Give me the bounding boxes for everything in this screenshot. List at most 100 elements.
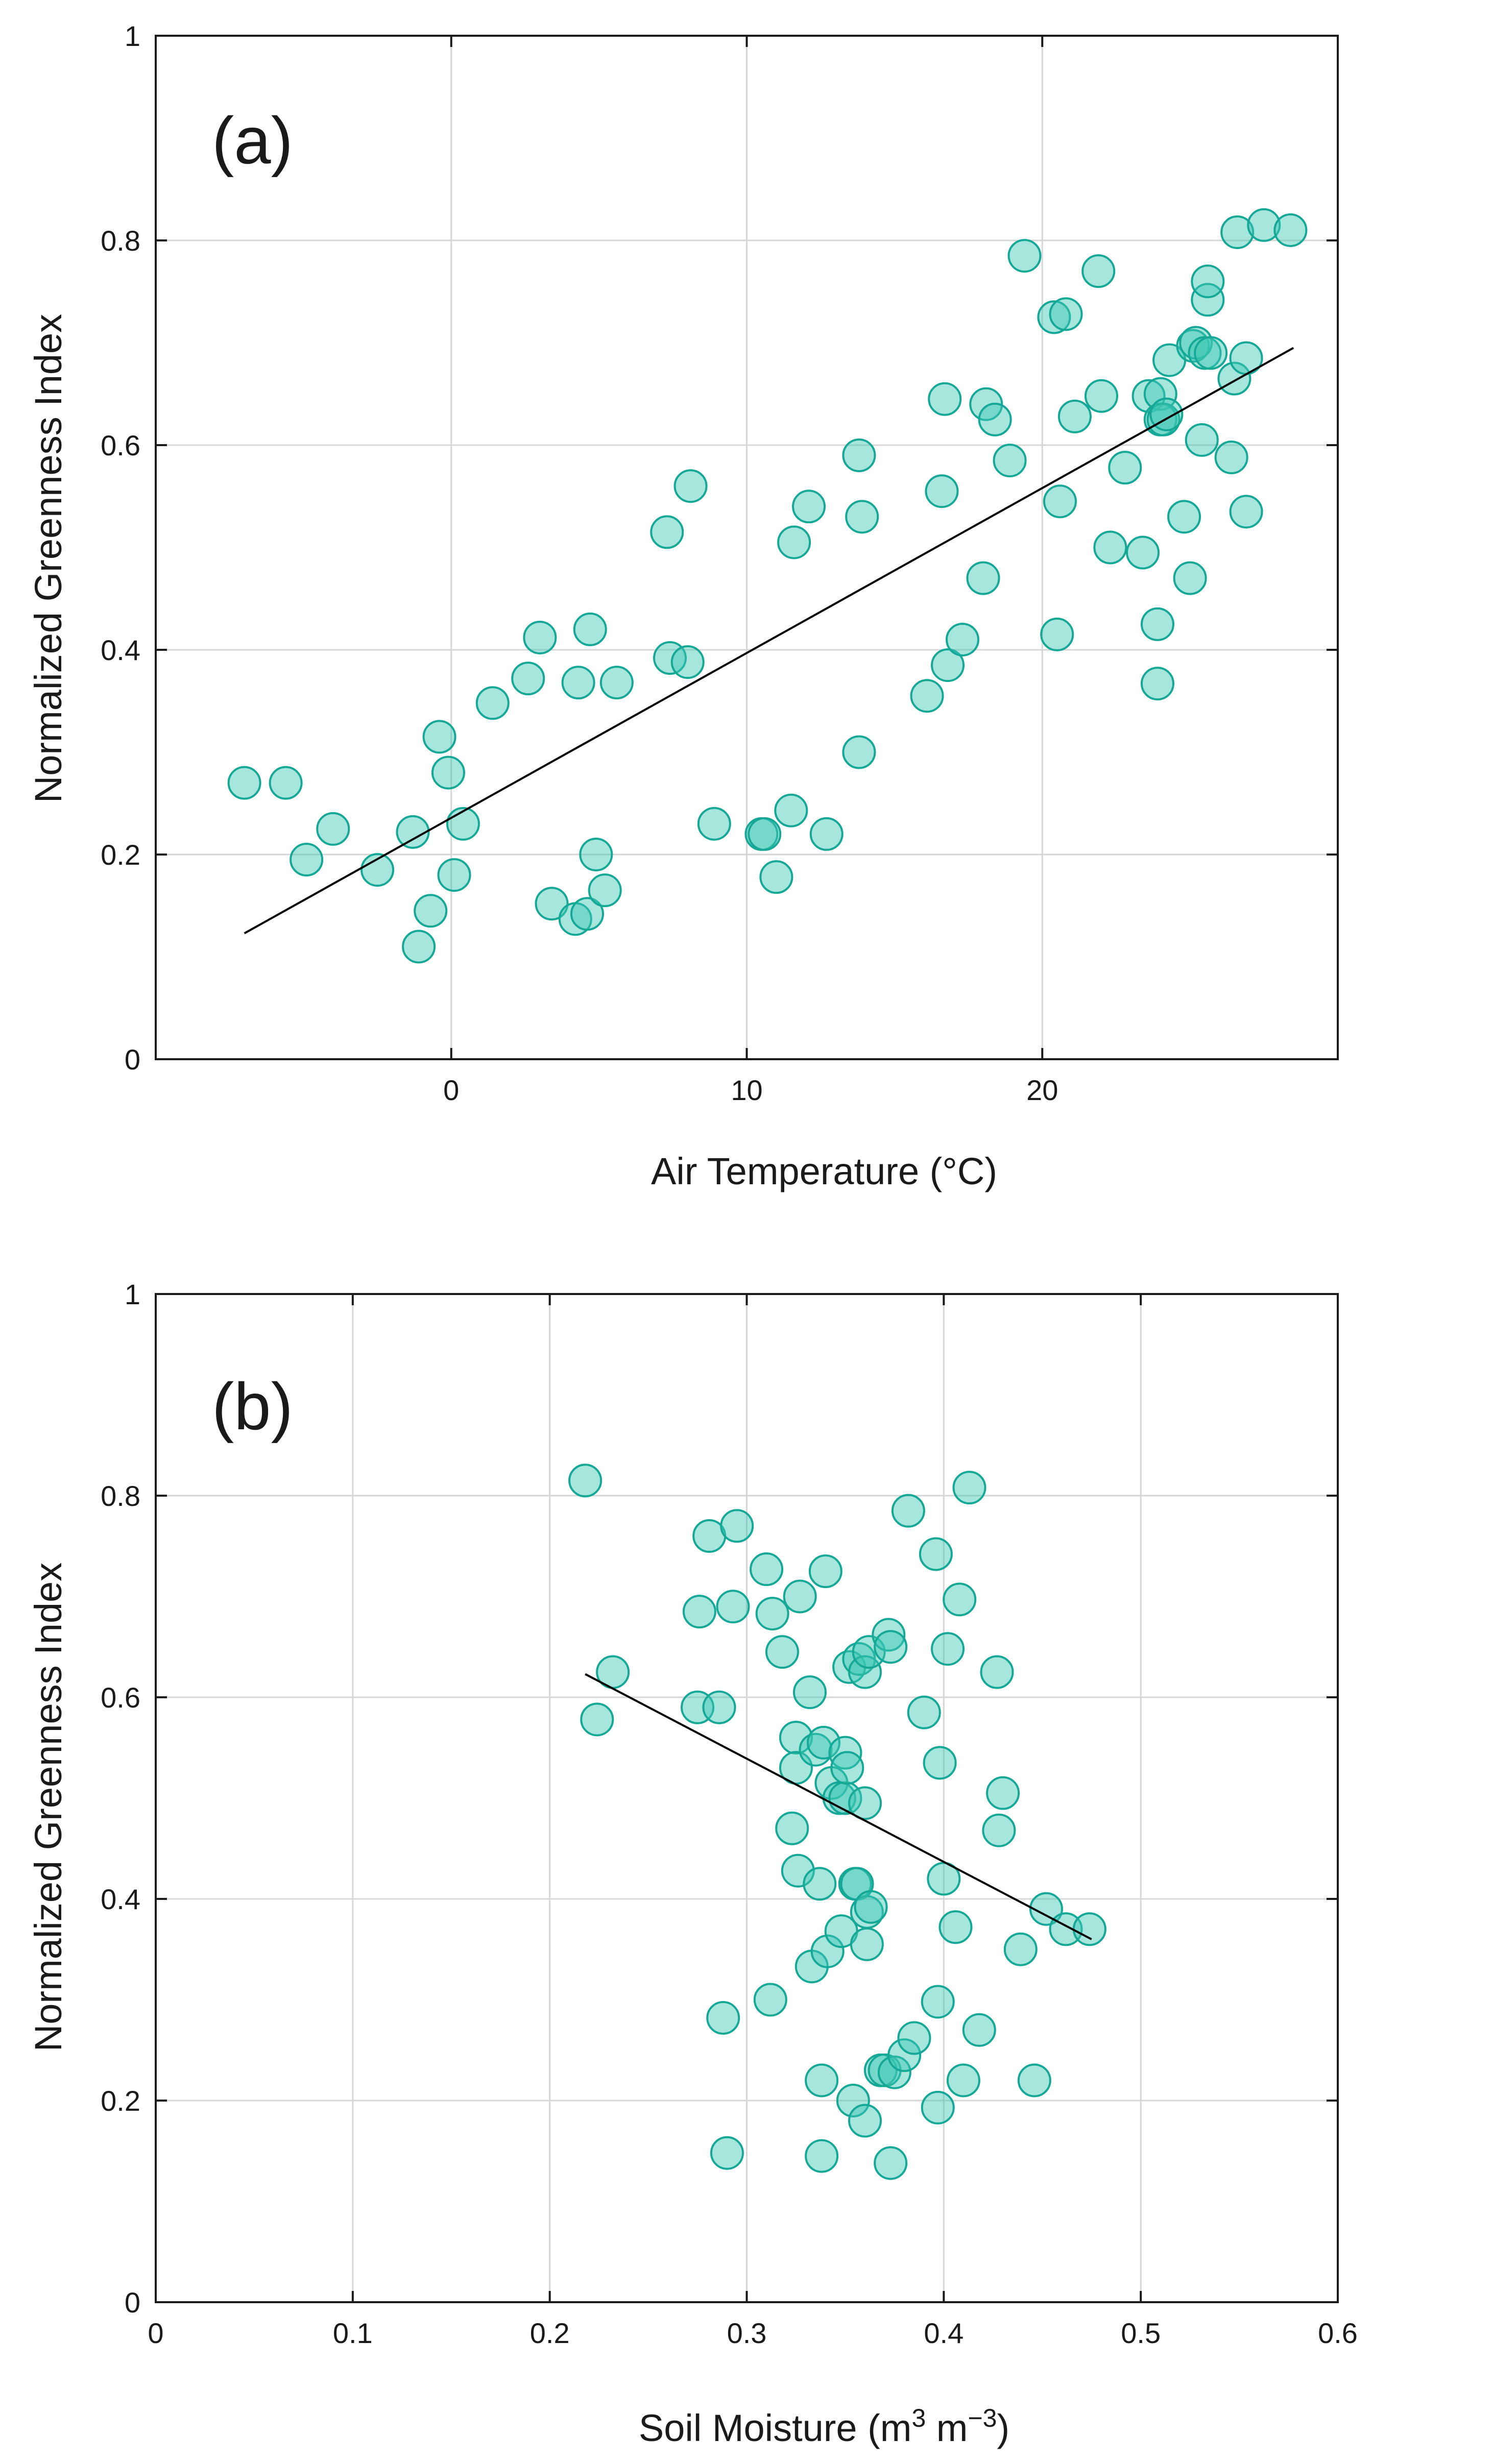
- scatter-point: [1191, 264, 1225, 299]
- scatter-point: [848, 2104, 882, 2138]
- scatter-point: [845, 500, 879, 534]
- scatter-point: [579, 838, 613, 871]
- scatter-point: [980, 1655, 1014, 1689]
- scatter-point: [774, 793, 808, 827]
- scatter-point: [919, 1537, 953, 1571]
- scatter-point: [720, 1509, 754, 1543]
- scatter-point: [842, 735, 876, 769]
- scatter-point: [907, 1695, 941, 1729]
- scatter-point: [1126, 535, 1160, 570]
- scatter-point: [753, 1983, 787, 2017]
- scatter-point: [227, 766, 261, 800]
- scatter-point: [777, 525, 811, 559]
- scatter-point: [854, 1890, 888, 1924]
- scatter-point: [360, 853, 395, 887]
- x-tick-label: 0: [148, 2317, 163, 2349]
- x-tick-label: 10: [731, 1074, 762, 1106]
- scatter-point: [1029, 1892, 1063, 1926]
- scatter-point: [781, 1853, 815, 1888]
- scatter-point: [1085, 379, 1118, 413]
- panel-b-x-axis-label-mid: m: [926, 2407, 968, 2449]
- scatter-point: [710, 2136, 744, 2170]
- y-tick-label: 0: [125, 2286, 140, 2319]
- y-tick-label: 0.4: [101, 1883, 140, 1915]
- scatter-point: [848, 1786, 882, 1820]
- scatter-point: [887, 2038, 922, 2072]
- scatter-point: [775, 1811, 809, 1845]
- x-tick-label: 20: [1026, 1074, 1058, 1106]
- scatter-point: [673, 469, 708, 503]
- scatter-point: [748, 817, 782, 851]
- scatter-point: [792, 1675, 827, 1710]
- scatter-point: [923, 1746, 957, 1780]
- panel-a-fit-line: [244, 347, 1294, 935]
- scatter-point: [570, 897, 604, 931]
- scatter-point: [783, 1579, 817, 1614]
- y-tick-label: 0.8: [101, 1480, 140, 1512]
- panel-b-grid: [155, 1293, 1339, 2303]
- scatter-point: [809, 817, 844, 851]
- x-tick-label: 0.2: [530, 2317, 570, 2349]
- scatter-point: [1093, 530, 1127, 565]
- scatter-point: [588, 873, 622, 908]
- x-tick-label: 0.6: [1318, 2317, 1358, 2349]
- scatter-point: [682, 1595, 716, 1629]
- scatter-point: [836, 2084, 870, 2117]
- scatter-point: [978, 402, 1012, 436]
- scatter-point: [535, 887, 569, 921]
- scatter-point: [599, 666, 634, 700]
- scatter-point: [269, 766, 303, 800]
- y-tick-label: 0.4: [101, 634, 140, 666]
- panel-b-y-axis-label: Normalized Greenness Index: [27, 1563, 69, 2052]
- panel-b-x-axis-label-sup2: −3: [968, 2404, 997, 2432]
- panel-b: 0 0.1 0.2 0.3 0.4 0.5 0.6 0 0.2 0.4 0.6 0.8 1 (b) S…: [27, 1278, 1358, 2449]
- scatter-point: [1140, 667, 1174, 701]
- panel-b-ticks: [155, 1293, 1339, 2303]
- scatter-point: [573, 612, 607, 646]
- scatter-point: [446, 807, 480, 841]
- scatter-point: [1043, 484, 1077, 519]
- scatter-point: [697, 807, 731, 841]
- x-tick-label: 0: [443, 1074, 459, 1106]
- scatter-point: [523, 620, 557, 654]
- scatter-point: [1057, 399, 1092, 433]
- y-tick-label: 0.8: [101, 225, 140, 257]
- scatter-point: [750, 1552, 784, 1587]
- y-tick-label: 0.6: [101, 429, 140, 461]
- y-tick-label: 0: [125, 1043, 140, 1076]
- scatter-point: [874, 2146, 908, 2180]
- scatter-point: [396, 815, 430, 849]
- scatter-point: [414, 894, 448, 928]
- scatter-point: [759, 860, 793, 894]
- scatter-point: [755, 1597, 789, 1631]
- y-tick-label: 1: [125, 1278, 140, 1310]
- scatter-point: [316, 812, 350, 846]
- scatter-point: [580, 1702, 614, 1737]
- scatter-point: [848, 1655, 882, 1689]
- scatter-point: [568, 1463, 603, 1498]
- panel-b-x-tick-labels: 0 0.1 0.2 0.3 0.4 0.5 0.6: [148, 2317, 1358, 2349]
- scatter-point: [993, 444, 1027, 478]
- scatter-point: [1040, 617, 1074, 651]
- scatter-point: [402, 930, 436, 964]
- x-tick-label: 0.1: [333, 2317, 373, 2349]
- panel-b-x-axis-label-sup1: 3: [911, 2404, 926, 2432]
- y-tick-label: 0.2: [101, 2085, 140, 2117]
- scatter-point: [877, 2055, 911, 2089]
- panel-a-x-axis-label: Air Temperature (°C): [651, 1150, 997, 1192]
- y-tick-label: 0.6: [101, 1681, 140, 1714]
- panel-a-y-axis-label: Normalized Greenness Index: [27, 314, 69, 803]
- scatter-point: [803, 1867, 837, 1901]
- panel-b-fit-line: [585, 1673, 1092, 1940]
- scatter-point: [702, 1690, 736, 1724]
- scatter-point: [808, 1554, 842, 1589]
- scatter-point: [931, 1632, 965, 1666]
- scatter-point: [946, 2063, 980, 2097]
- scatter-point: [1191, 283, 1225, 317]
- panel-a-x-tick-labels: 0 10 20: [443, 1074, 1058, 1106]
- scatter-point: [891, 1494, 925, 1528]
- scatter-point: [1049, 297, 1083, 331]
- panel-a-grid: [156, 35, 1338, 1060]
- scatter-point: [931, 648, 965, 682]
